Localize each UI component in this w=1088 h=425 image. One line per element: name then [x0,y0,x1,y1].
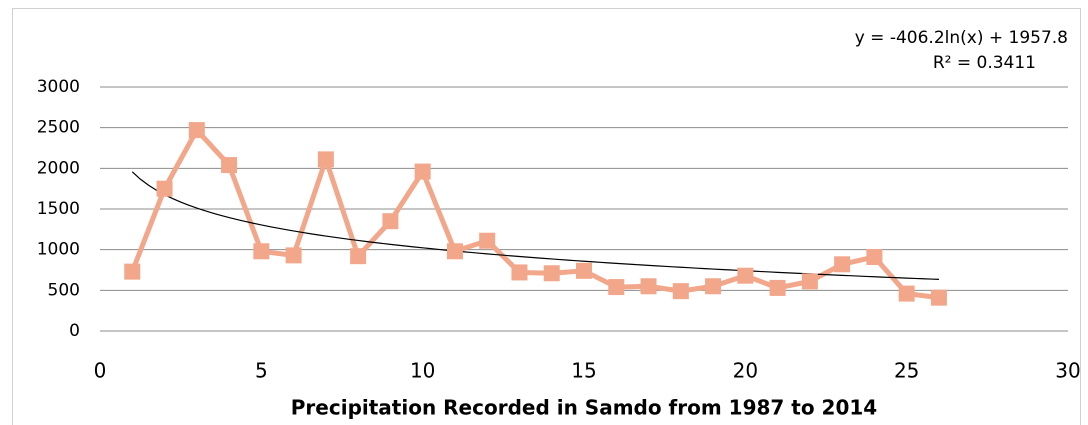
marker [317,151,334,168]
marker [479,232,496,249]
trendline-equation: y = -406.2ln(x) + 1957.8 [855,28,1068,48]
x-tick-label: 10 [410,359,435,383]
x-tick-label: 5 [255,359,268,383]
marker [608,279,625,296]
marker [898,285,915,302]
marker [640,278,657,295]
marker [834,256,851,273]
marker [414,163,431,180]
marker [866,248,883,265]
y-tick-label: 0 [69,321,80,341]
marker [124,263,141,280]
marker [285,247,302,264]
x-tick-label: 0 [94,359,107,383]
trendline-r2: R² = 0.3411 [933,53,1036,73]
marker [672,283,689,300]
chart-frame [12,8,1081,425]
x-tick-label: 15 [571,359,596,383]
y-tick-label: 3000 [37,77,80,97]
y-tick-label: 1000 [37,240,80,260]
marker [188,122,205,139]
y-tick-label: 2000 [37,158,80,178]
marker [446,243,463,260]
marker [511,264,528,281]
marker [221,157,238,174]
marker [769,279,786,296]
marker [253,243,270,260]
marker [543,265,560,282]
marker [737,267,754,284]
marker [801,273,818,290]
marker [156,180,173,197]
x-tick-label: 30 [1055,359,1080,383]
marker [705,278,722,295]
x-tick-label: 25 [894,359,919,383]
y-tick-label: 1500 [37,199,80,219]
x-tick-label: 20 [733,359,758,383]
marker [350,248,367,265]
marker [576,262,592,279]
x-axis-label: Precipitation Recorded in Samdo from 198… [291,396,877,420]
y-tick-label: 2500 [37,118,80,138]
marker [930,289,947,306]
marker [382,213,399,230]
series-line [129,127,940,301]
y-tick-label: 500 [48,280,80,300]
